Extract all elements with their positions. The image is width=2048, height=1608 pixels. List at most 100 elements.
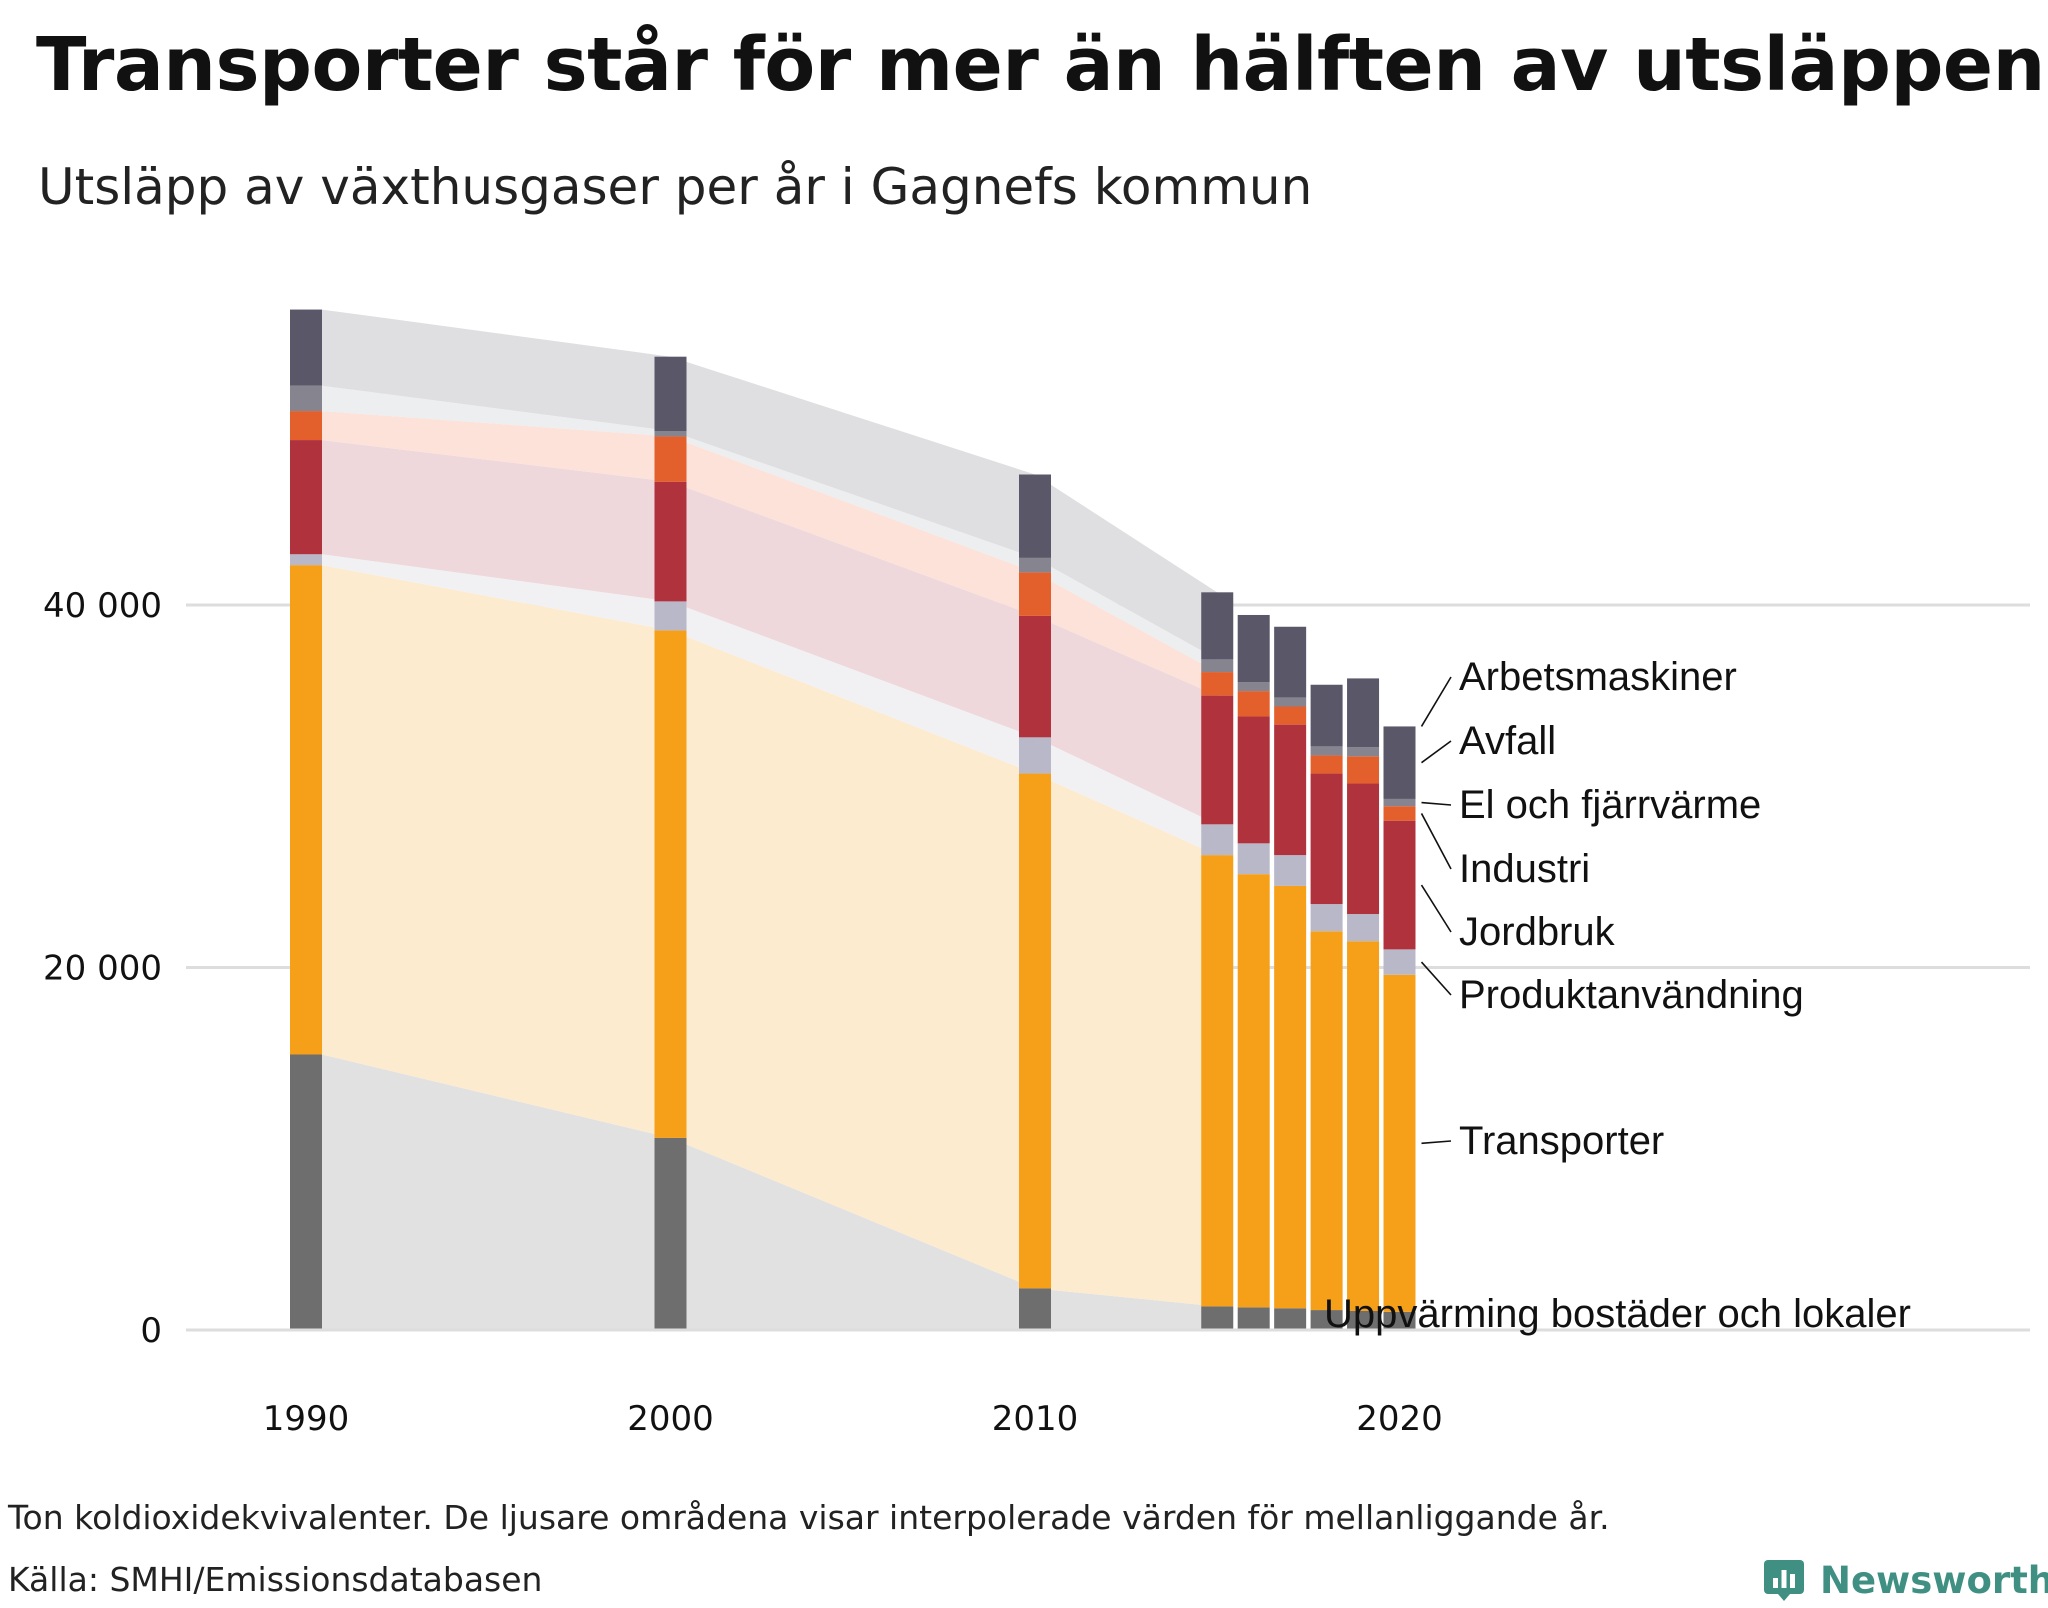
area-3 (322, 440, 1218, 825)
bar-segment (1383, 1311, 1416, 1330)
bar-segment (1201, 1306, 1234, 1330)
bar-segment (1347, 941, 1380, 1311)
bar-segment (654, 436, 687, 482)
area-5 (322, 385, 1218, 673)
bar-segment (1383, 974, 1416, 1312)
area-1 (322, 565, 1218, 1307)
y-tick-label: 0 (140, 1311, 162, 1351)
y-tick-label: 20 000 (43, 949, 162, 989)
label-leader (1420, 676, 1452, 727)
bar-segment (290, 1054, 322, 1330)
bar-segment (290, 440, 322, 555)
series-label: Industri (1459, 847, 1590, 891)
label-leader (1420, 813, 1452, 870)
bar-segment (290, 385, 322, 412)
bar-segment (1383, 820, 1416, 950)
series-label: Jordbruk (1459, 910, 1616, 954)
y-axis-ticks: 0 20 000 40 000 (43, 586, 162, 1351)
bar-segment (1237, 1307, 1270, 1330)
bar-segment (1201, 659, 1234, 673)
bar-segment (1310, 773, 1343, 905)
bar-segment (1201, 855, 1234, 1307)
bar-segment (290, 309, 322, 386)
label-leader (1420, 884, 1452, 933)
area-0 (322, 1054, 1218, 1330)
bar-segment (1019, 615, 1051, 738)
series-labels: Arbetsmaskiner Avfall El och fjärrvärme Ind… (1324, 655, 1911, 1336)
y-tick-label: 40 000 (43, 586, 162, 626)
chart-subtitle: Utsläpp av växthusgaser per år i Gagnefs… (38, 158, 1313, 216)
series-label: Transporter (1459, 1119, 1664, 1163)
bar-segment (654, 1137, 687, 1330)
bar-segment (1237, 614, 1270, 683)
bar-segment (1347, 747, 1380, 757)
bar-segment (1347, 756, 1380, 784)
bar-segment (1274, 885, 1307, 1309)
bar-segment (1019, 474, 1051, 558)
chart-title: Transporter står för mer än hälften av u… (36, 22, 2045, 108)
bar-segment (1310, 931, 1343, 1311)
bar-segment (1237, 843, 1270, 875)
bar-segment (290, 554, 322, 566)
bar-segment (1201, 672, 1234, 696)
bar-segment (1237, 682, 1270, 692)
bar-segment (1310, 746, 1343, 756)
bar-segment (1274, 706, 1307, 725)
bar-segment (654, 481, 687, 602)
x-axis-ticks: 1990 2000 2010 2020 (263, 1399, 1443, 1439)
bar-segment (1310, 1310, 1343, 1330)
label-leader (1421, 740, 1452, 764)
series-label: Produktanvändning (1459, 973, 1804, 1017)
area-4 (322, 411, 1218, 696)
brand-name: Newsworthy (1820, 1558, 2048, 1602)
bar-segment (1274, 1308, 1307, 1330)
bar-segment (1347, 914, 1380, 942)
bar-segment (654, 630, 687, 1138)
series-label: Uppvärming bostäder och lokaler (1324, 1292, 1911, 1336)
bar-segment (654, 431, 687, 437)
bar-segment (1019, 737, 1051, 774)
source-note: Källa: SMHI/Emissionsdatabasen (8, 1560, 543, 1599)
bar-segment (1274, 855, 1307, 886)
bar-segment (1237, 874, 1270, 1308)
bar-segment (1383, 949, 1416, 975)
newsworthy-logo[interactable]: Newsworthy (1762, 1552, 2048, 1608)
bar-segment (654, 601, 687, 631)
series-label: Arbetsmaskiner (1459, 655, 1737, 699)
bar-segment (290, 565, 322, 1055)
bar-segment (1310, 904, 1343, 932)
bar-segment (1310, 684, 1343, 747)
bar-segment (1347, 678, 1380, 748)
bar-segment (1019, 773, 1051, 1289)
bar-segment (1019, 1288, 1051, 1330)
bar-segment (1274, 626, 1307, 698)
bar-segment (1383, 798, 1416, 807)
footnote: Ton koldioxidekvivalenter. De ljusare om… (8, 1498, 1610, 1537)
bar-segment (1237, 716, 1270, 844)
bar-segment (1310, 755, 1343, 774)
series-label: El och fjärrvärme (1459, 783, 1761, 827)
bar-segment (1201, 695, 1234, 825)
series-label: Avfall (1459, 719, 1556, 763)
interpolated-areas (322, 309, 1218, 1330)
bar-segment (290, 411, 322, 441)
x-tick-label: 2000 (627, 1399, 714, 1439)
bar-segment (1019, 557, 1051, 573)
stacked-bar-chart: 0 20 000 40 000 1990 2000 2010 2020 Arbetsmas… (43, 309, 2030, 1439)
bar-segment (1347, 783, 1380, 915)
label-leader (1420, 961, 1452, 996)
bar-segment (1201, 592, 1234, 660)
bar-segment (1201, 824, 1234, 856)
label-leader (1421, 801, 1452, 806)
x-tick-label: 1990 (263, 1399, 350, 1439)
bar-segment (1383, 726, 1416, 799)
bar-segment (654, 356, 687, 431)
bar-segment (1383, 806, 1416, 821)
area-6 (322, 309, 1218, 660)
bar-segment (1274, 697, 1307, 707)
bar-segment (1274, 724, 1307, 856)
label-leader (1421, 1140, 1452, 1145)
bars (290, 309, 1416, 1330)
x-tick-label: 2020 (1356, 1399, 1443, 1439)
bar-segment (1237, 691, 1270, 717)
